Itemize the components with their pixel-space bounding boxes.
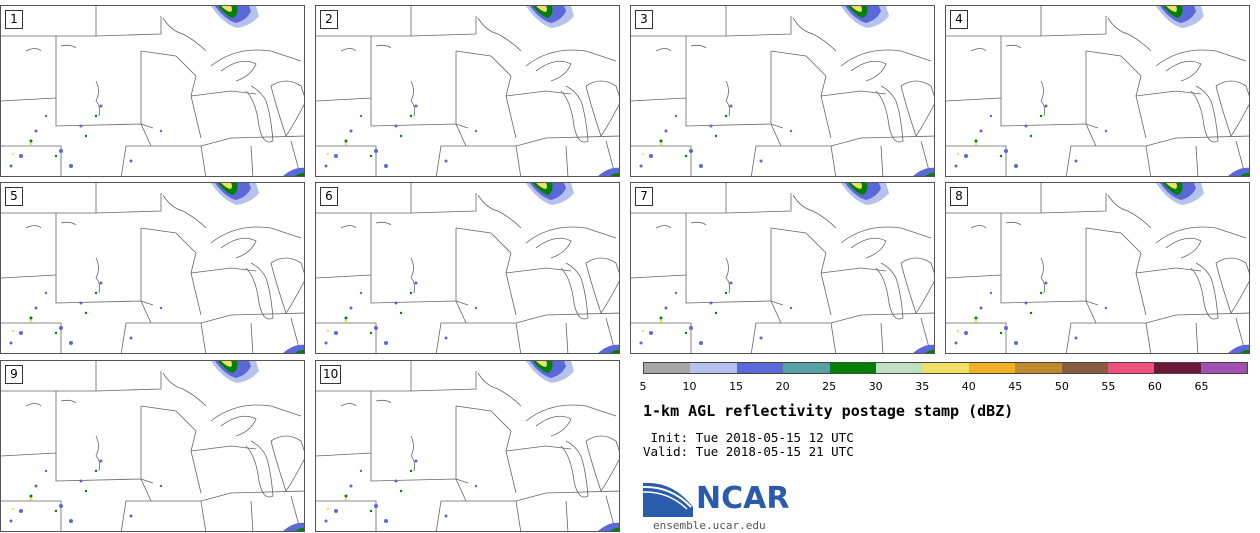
init-time: Init: Tue 2018-05-15 12 UTC: [643, 430, 854, 445]
ncar-logo-icon: [643, 477, 693, 517]
map-graphic: [316, 183, 619, 353]
colorbar-segment: [736, 363, 784, 373]
colorbar-tick-label: 60: [1147, 380, 1162, 393]
member-label: 2: [320, 10, 338, 29]
colorbar-segment: [922, 363, 969, 373]
member-label: 10: [320, 365, 342, 384]
colorbar-tick-label: 45: [1008, 380, 1023, 393]
colorbar-tick-label: 30: [868, 380, 883, 393]
colorbar-tick-label: 15: [729, 380, 744, 393]
website-url: ensemble.ucar.edu: [653, 519, 766, 532]
colorbar-segment: [1015, 363, 1062, 373]
colorbar-segment: [690, 363, 737, 373]
member-label: 8: [950, 187, 968, 206]
map-graphic: [1, 6, 304, 176]
colorbar-segment: [1107, 363, 1155, 373]
postage-stamp-map: 4: [945, 5, 1250, 177]
valid-time: Valid: Tue 2018-05-15 21 UTC: [643, 444, 854, 459]
colorbar-segment: [968, 363, 1016, 373]
map-graphic: [316, 6, 619, 176]
member-label: 9: [5, 365, 23, 384]
colorbar-segment: [1061, 363, 1108, 373]
colorbar-segment: [1154, 363, 1201, 373]
colorbar-tick-label: 35: [915, 380, 930, 393]
postage-stamp-map: 9: [0, 360, 305, 532]
member-label: 4: [950, 10, 968, 29]
colorbar-tick-label: 55: [1101, 380, 1116, 393]
postage-stamp-map: 8: [945, 182, 1250, 354]
member-label: 3: [635, 10, 653, 29]
colorbar-tick-label: 40: [961, 380, 976, 393]
colorbar-tick-label: 20: [775, 380, 790, 393]
member-label: 6: [320, 187, 338, 206]
member-label: 7: [635, 187, 653, 206]
colorbar-segment: [644, 363, 691, 373]
colorbar-segment: [875, 363, 923, 373]
reflectivity-colorbar: [643, 362, 1248, 374]
map-graphic: [946, 183, 1249, 353]
map-graphic: [1, 361, 304, 531]
colorbar-ticks: 5 10 15 20 25 30 35 40 45 50 55 60 65: [639, 380, 1248, 394]
map-graphic: [316, 361, 619, 531]
member-label: 1: [5, 10, 23, 29]
postage-stamp-map: 10: [315, 360, 620, 532]
member-label: 5: [5, 187, 23, 206]
figure-title: 1-km AGL reflectivity postage stamp (dBZ…: [643, 402, 1014, 420]
colorbar-segment: [829, 363, 876, 373]
colorbar-tick-label: 25: [822, 380, 837, 393]
postage-stamp-map: 7: [630, 182, 935, 354]
map-graphic: [1, 183, 304, 353]
postage-stamp-map: 1: [0, 5, 305, 177]
postage-stamp-map: 2: [315, 5, 620, 177]
colorbar-tick-label: 10: [682, 380, 697, 393]
colorbar-tick-label: 65: [1194, 380, 1209, 393]
colorbar-tick-label: 5: [639, 380, 647, 393]
map-graphic: [631, 6, 934, 176]
postage-stamp-map: 5: [0, 182, 305, 354]
colorbar-tick-label: 50: [1054, 380, 1069, 393]
ncar-logo-text: NCAR: [696, 481, 790, 516]
map-graphic: [946, 6, 1249, 176]
postage-stamp-map: 3: [630, 5, 935, 177]
map-graphic: [631, 183, 934, 353]
postage-stamp-map: 6: [315, 182, 620, 354]
colorbar-segment: [1200, 363, 1248, 373]
colorbar-segment: [783, 363, 830, 373]
